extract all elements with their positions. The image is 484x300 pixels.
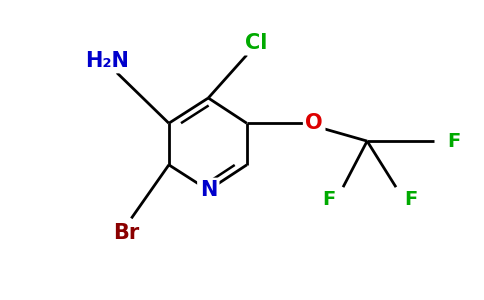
Text: Br: Br xyxy=(113,223,139,243)
Text: F: F xyxy=(322,190,335,208)
Text: N: N xyxy=(199,180,217,200)
Text: H₂N: H₂N xyxy=(85,51,129,71)
Text: F: F xyxy=(447,132,460,151)
Text: Cl: Cl xyxy=(245,33,268,53)
Text: O: O xyxy=(305,113,323,133)
Text: F: F xyxy=(404,190,417,208)
